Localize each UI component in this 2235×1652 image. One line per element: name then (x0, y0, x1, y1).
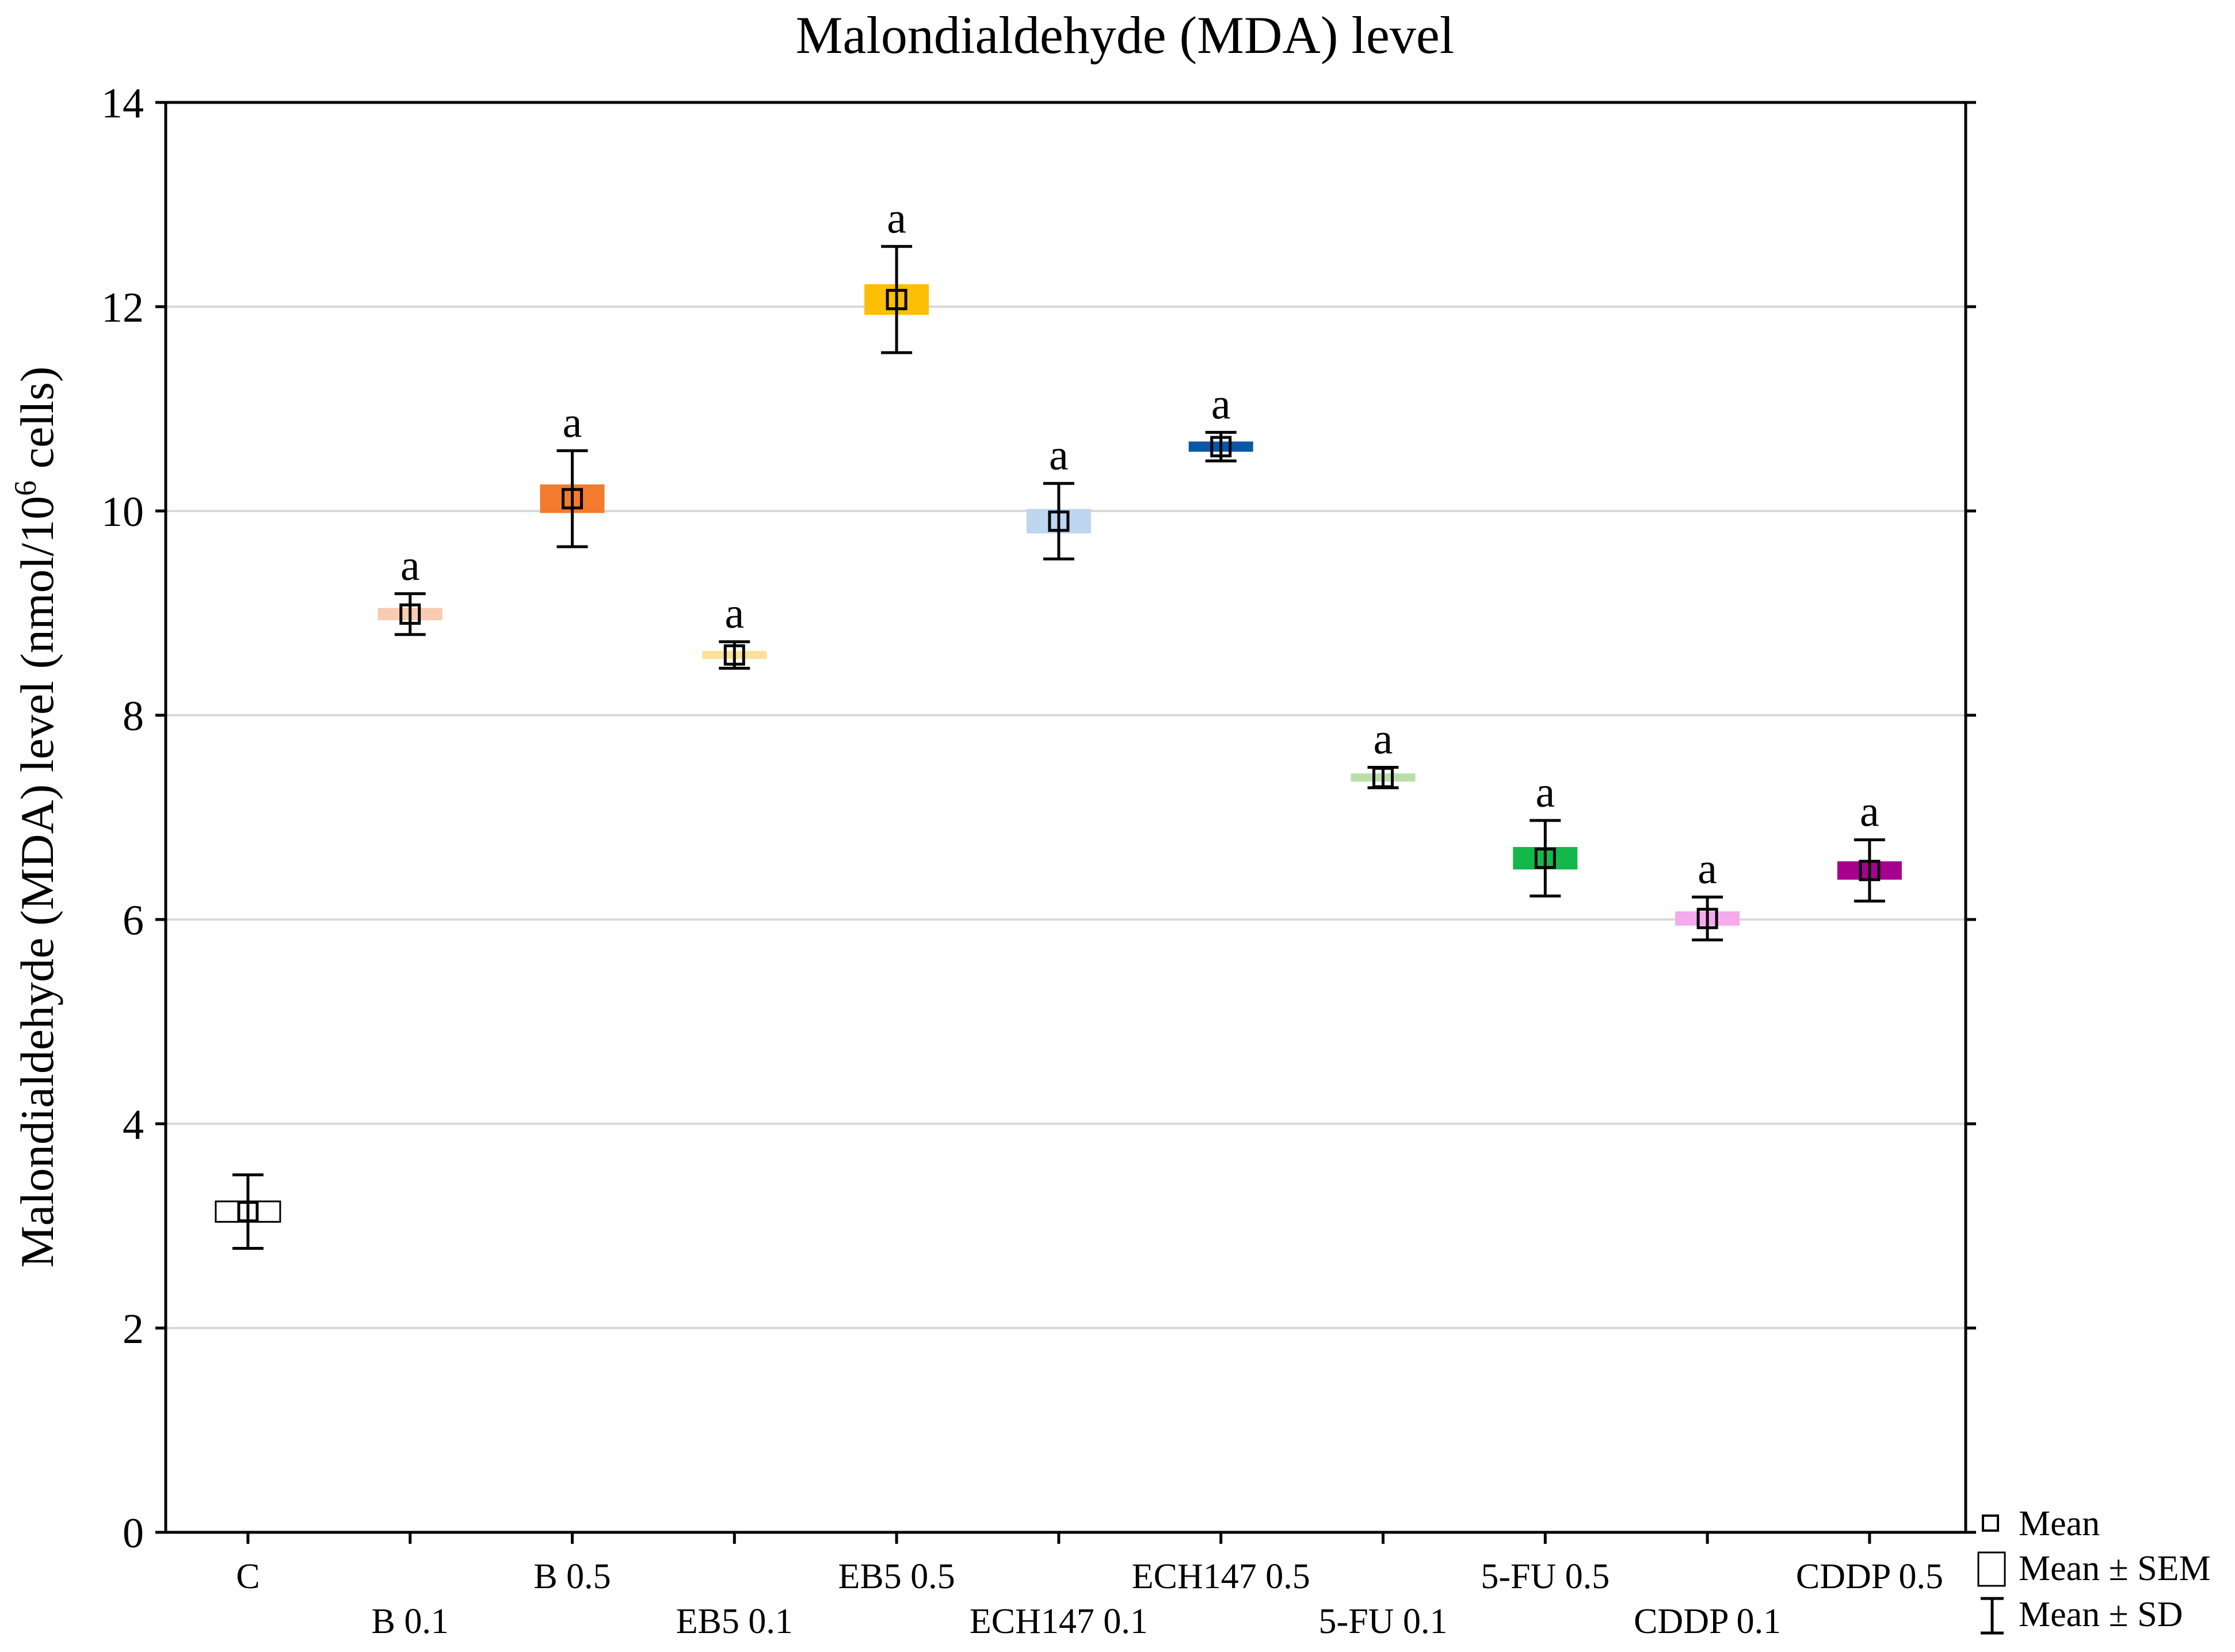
data-marks: a a a a a a a a a a (216, 194, 1902, 1248)
y-axis-label-end: cells) (11, 367, 63, 480)
x-tick-label-6: ECH147 0.5 (1132, 1557, 1310, 1596)
legend-mean-symbol (1983, 1516, 1998, 1531)
legend-sem-label: Mean ± SEM (2019, 1549, 2211, 1588)
legend: Mean Mean ± SEM Mean ± SD (1978, 1504, 2211, 1634)
data-point-group-6: a (1189, 380, 1253, 461)
legend-sd-label: Mean ± SD (2019, 1595, 2183, 1634)
y-tick-label-3: 6 (123, 897, 144, 944)
x-tick-label-4: EB5 0.5 (838, 1557, 955, 1596)
y-axis-ticks: 0 2 4 6 8 10 12 14 (101, 80, 1976, 1557)
data-point-group-3: a (702, 589, 766, 668)
y-tick-label-1: 2 (123, 1306, 144, 1353)
x-tick-label-9: CDDP 0.1 (1634, 1602, 1781, 1641)
data-point-group-5: a (1027, 431, 1091, 559)
chart-title: Malondialdehyde (MDA) level (796, 6, 1455, 64)
significance-label-9: a (1698, 845, 1717, 893)
svg-text:Malondialdehyde (MDA) level (n: Malondialdehyde (MDA) level (nmol/106 ce… (8, 367, 63, 1268)
x-tick-label-8: 5-FU 0.5 (1481, 1557, 1609, 1596)
data-point-group-0 (216, 1175, 280, 1249)
y-tick-label-7: 14 (101, 80, 144, 127)
y-tick-label-4: 8 (123, 693, 144, 740)
data-point-group-1: a (378, 541, 443, 635)
significance-label-2: a (563, 398, 582, 447)
significance-label-5: a (1049, 431, 1069, 479)
legend-sem-symbol (1978, 1552, 2005, 1586)
y-axis-label: Malondialdehyde (MDA) level (nmol/106 ce… (8, 367, 63, 1268)
data-point-group-9: a (1675, 845, 1740, 940)
y-axis-label-superscript: 6 (8, 480, 43, 496)
legend-mean-label: Mean (2019, 1504, 2100, 1543)
x-axis-ticks: C B 0.1 B 0.5 EB5 0.1 EB5 0.5 ECH147 0.1 ECH14… (236, 1532, 1943, 1641)
data-point-group-4: a (864, 194, 929, 353)
x-tick-label-2: B 0.5 (533, 1557, 611, 1596)
x-tick-label-7: 5-FU 0.1 (1319, 1602, 1448, 1641)
significance-label-8: a (1535, 768, 1555, 817)
x-tick-label-0: C (236, 1557, 260, 1596)
significance-label-10: a (1860, 788, 1879, 836)
y-tick-label-0: 0 (123, 1510, 144, 1557)
significance-label-1: a (401, 541, 420, 590)
data-point-group-10: a (1837, 788, 1902, 902)
data-point-group-2: a (540, 398, 605, 547)
significance-label-4: a (887, 194, 906, 242)
y-axis-label-main: Malondialdehyde (MDA) level (nmol/10 (11, 496, 63, 1268)
significance-label-6: a (1211, 380, 1231, 428)
y-tick-label-5: 10 (101, 489, 144, 536)
legend-sd-symbol (1981, 1598, 2004, 1633)
significance-label-7: a (1374, 715, 1393, 764)
y-tick-label-2: 4 (123, 1101, 144, 1149)
y-tick-label-6: 12 (101, 284, 144, 331)
x-tick-label-5: ECH147 0.1 (970, 1602, 1148, 1641)
x-tick-label-3: EB5 0.1 (676, 1602, 793, 1641)
significance-label-3: a (724, 589, 744, 638)
plot-frame (166, 102, 1966, 1532)
mda-chart: Malondialdehyde (MDA) level Malondialdeh… (0, 0, 2235, 1652)
data-point-group-8: a (1513, 768, 1577, 896)
data-point-group-7: a (1351, 715, 1416, 788)
x-tick-label-1: B 0.1 (372, 1602, 449, 1641)
x-tick-label-10: CDDP 0.5 (1796, 1557, 1943, 1596)
